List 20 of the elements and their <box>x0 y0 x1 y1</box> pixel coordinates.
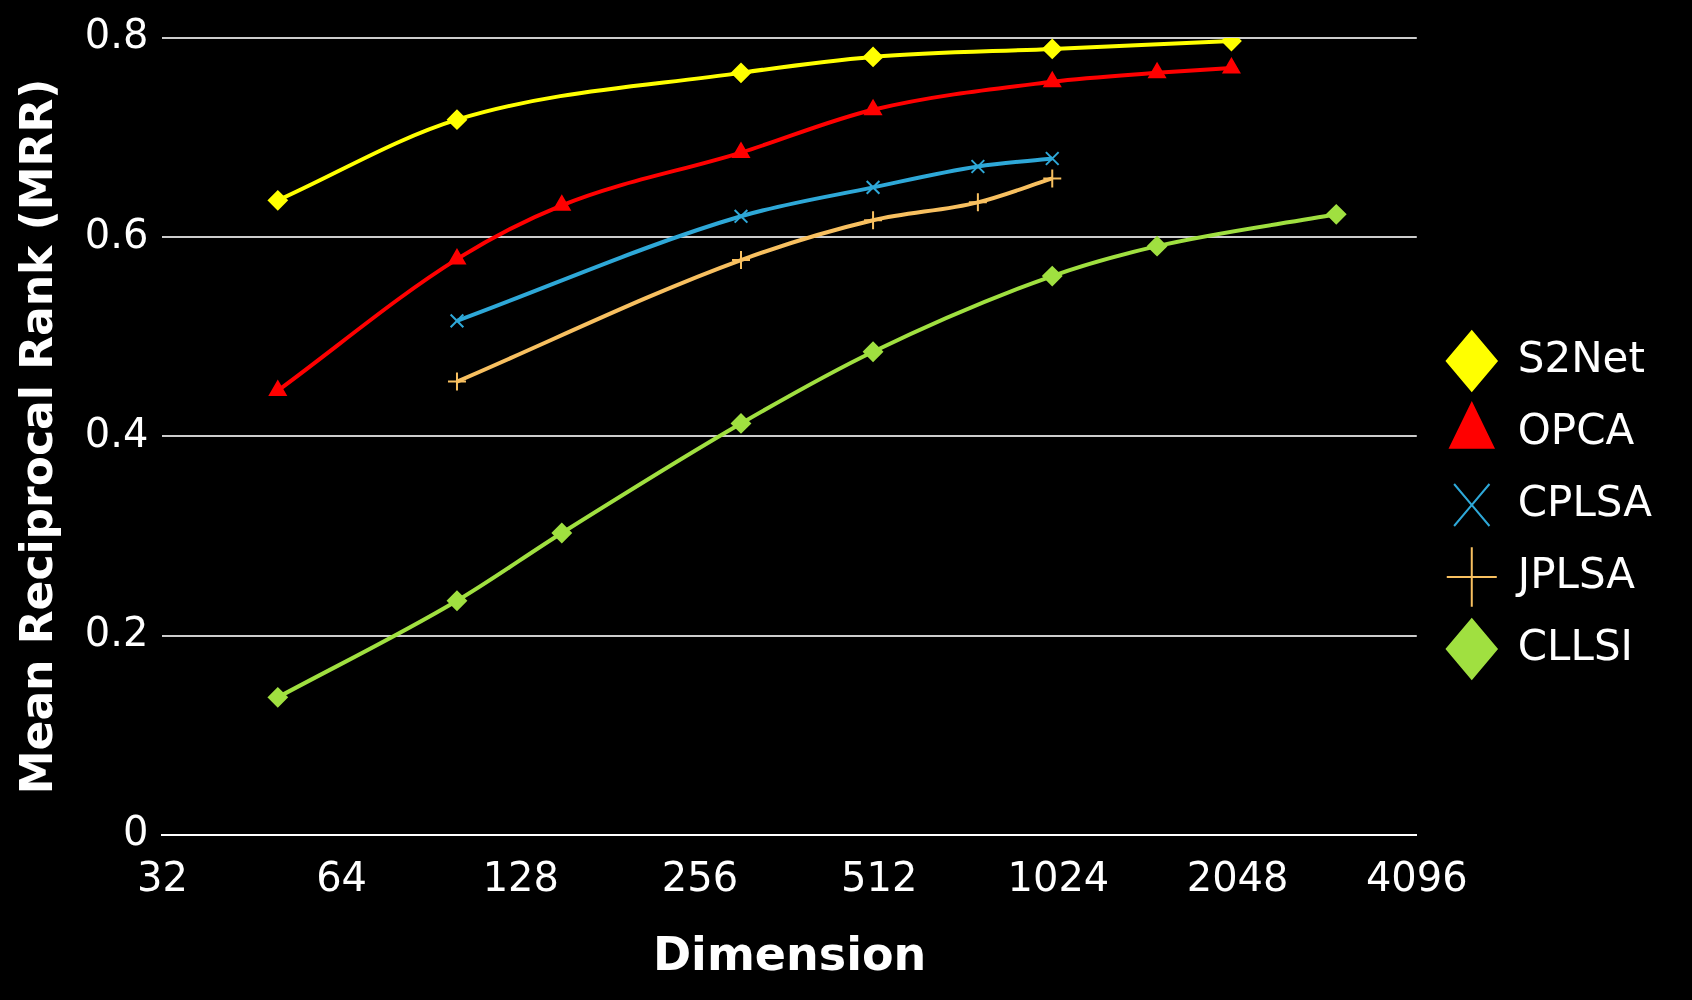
x-tick-label: 64 <box>316 854 368 901</box>
y-tick-label: 0.2 <box>84 608 149 655</box>
x-tick-label: 2048 <box>1186 854 1289 901</box>
legend-label: OPCA <box>1517 404 1635 454</box>
x-axis-title: Dimension <box>652 927 927 982</box>
y-tick-label: 0.4 <box>84 409 149 456</box>
x-tick-label: 256 <box>661 854 739 901</box>
y-tick-label: 0 <box>122 808 149 855</box>
x-tick-label: 128 <box>482 854 559 901</box>
x-tick-label: 1024 <box>1007 854 1110 901</box>
x-tick-label: 512 <box>841 854 918 901</box>
y-tick-label: 0.8 <box>84 11 149 58</box>
legend-label: JPLSA <box>1514 548 1636 598</box>
y-axis-title: Mean Reciprocal Rank (MRR) <box>10 78 62 795</box>
x-tick-label: 32 <box>136 854 188 901</box>
legend-label: CPLSA <box>1517 476 1653 526</box>
legend-label: S2Net <box>1517 332 1645 382</box>
x-tick-label: 4096 <box>1365 854 1468 901</box>
y-tick-label: 0.6 <box>84 210 149 257</box>
legend-label: CLLSI <box>1517 620 1633 670</box>
